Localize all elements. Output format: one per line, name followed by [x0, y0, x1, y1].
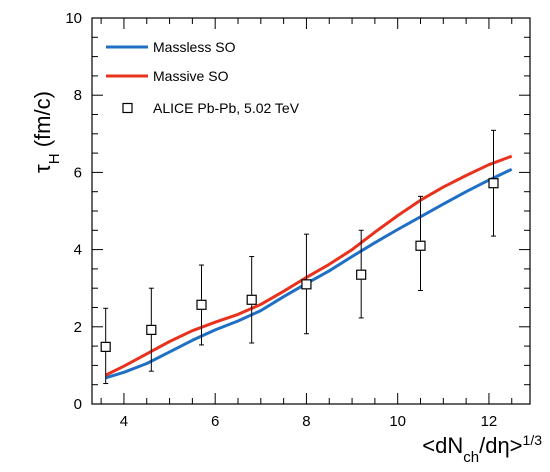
legend: Massless SO Massive SO ALICE Pb-Pb, 5.02 T… [106, 39, 300, 116]
x-axis-title-sup: 1/3 [523, 432, 543, 448]
data-point [415, 240, 426, 251]
data-point [356, 269, 367, 280]
y-tick-label: 0 [74, 396, 82, 413]
axes: 4 6 8 10 12 0 2 4 6 8 10 [65, 10, 530, 430]
x-tick-label: 6 [211, 413, 219, 430]
x-axis-title: <dNch/dη>1/3 [422, 432, 542, 466]
series-line [105, 167, 513, 380]
y-tick-label: 10 [65, 10, 82, 27]
data-point [301, 279, 312, 290]
x-axis-title-mid: /dη> [479, 433, 522, 458]
y-axis-title: τH (fm/c) [30, 91, 63, 173]
x-tick-label: 10 [389, 413, 406, 430]
data-point [100, 341, 111, 352]
y-tick-label: 6 [74, 164, 82, 181]
y-tick-label: 2 [74, 319, 82, 336]
x-tick-label: 12 [481, 413, 498, 430]
x-axis-title-main: <dN [422, 433, 463, 458]
y-axis-title-unit: (fm/c) [30, 91, 55, 153]
data-point [488, 178, 499, 189]
legend-label: Massive SO [153, 68, 229, 84]
y-tick-label: 8 [74, 87, 82, 104]
legend-label: ALICE Pb-Pb, 5.02 TeV [153, 100, 300, 116]
data-point [196, 299, 207, 310]
y-axis-title-sub: H [46, 153, 63, 164]
legend-swatch-marker [122, 102, 133, 114]
series-line [105, 154, 513, 377]
x-tick-label: 8 [302, 413, 310, 430]
x-axis-title-sub: ch [463, 449, 479, 466]
series-layer [100, 129, 513, 385]
y-axis-title-main: τ [30, 164, 55, 173]
legend-label: Massless SO [153, 39, 236, 55]
x-tick-label: 4 [120, 413, 128, 430]
data-point [246, 294, 257, 305]
y-tick-label: 4 [74, 242, 82, 259]
data-point [146, 324, 157, 335]
